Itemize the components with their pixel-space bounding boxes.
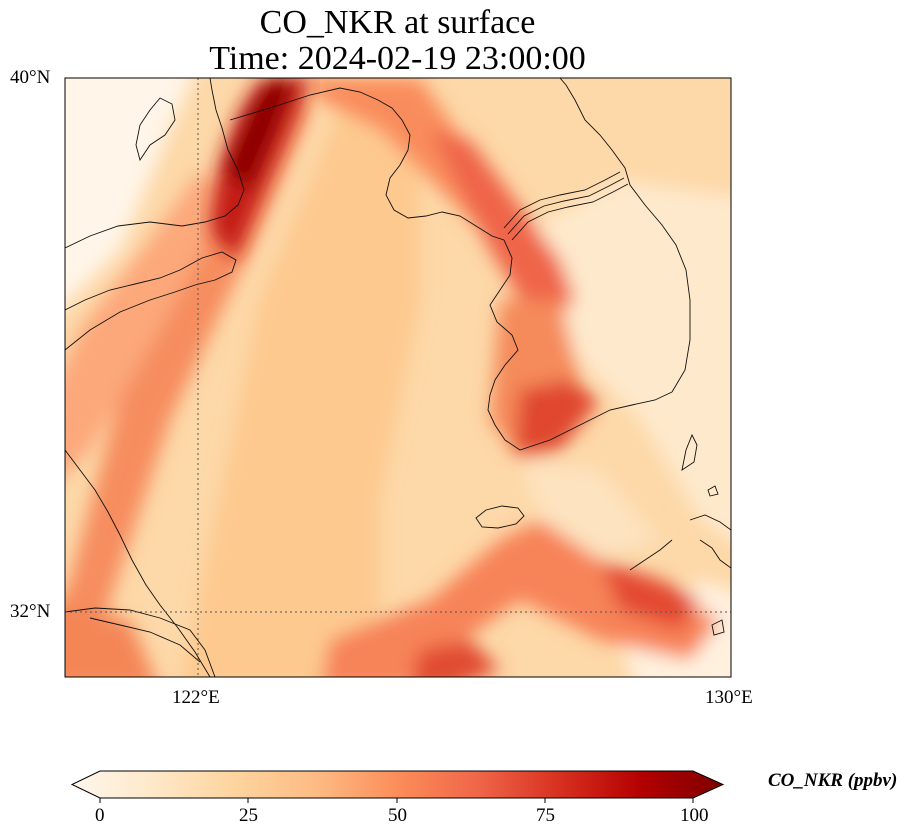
colorbar-tick-label: 75	[536, 805, 555, 826]
colorbar	[70, 770, 725, 803]
colorbar-tick-label: 25	[239, 805, 258, 826]
colorbar-tick-label: 0	[95, 805, 105, 826]
colorbar-tick-label: 50	[388, 805, 407, 826]
colorbar-tick-label: 100	[680, 805, 709, 826]
lat-tick-label: 32°N	[10, 601, 51, 622]
concentration-field	[65, 78, 731, 677]
colorbar-title: CO_NKR (ppbv)	[768, 770, 898, 791]
coastlines	[65, 78, 731, 677]
map-frame	[64, 77, 732, 678]
map-subtitle-time: Time: 2024-02-19 23:00:00	[209, 40, 586, 77]
lon-tick-label: 122°E	[172, 687, 220, 708]
colorbar-bar	[70, 770, 725, 799]
gridlines	[65, 78, 731, 677]
lat-tick-label: 40°N	[10, 67, 51, 88]
lon-tick-label: 130°E	[705, 687, 753, 708]
map-title: CO_NKR at surface	[259, 4, 536, 41]
